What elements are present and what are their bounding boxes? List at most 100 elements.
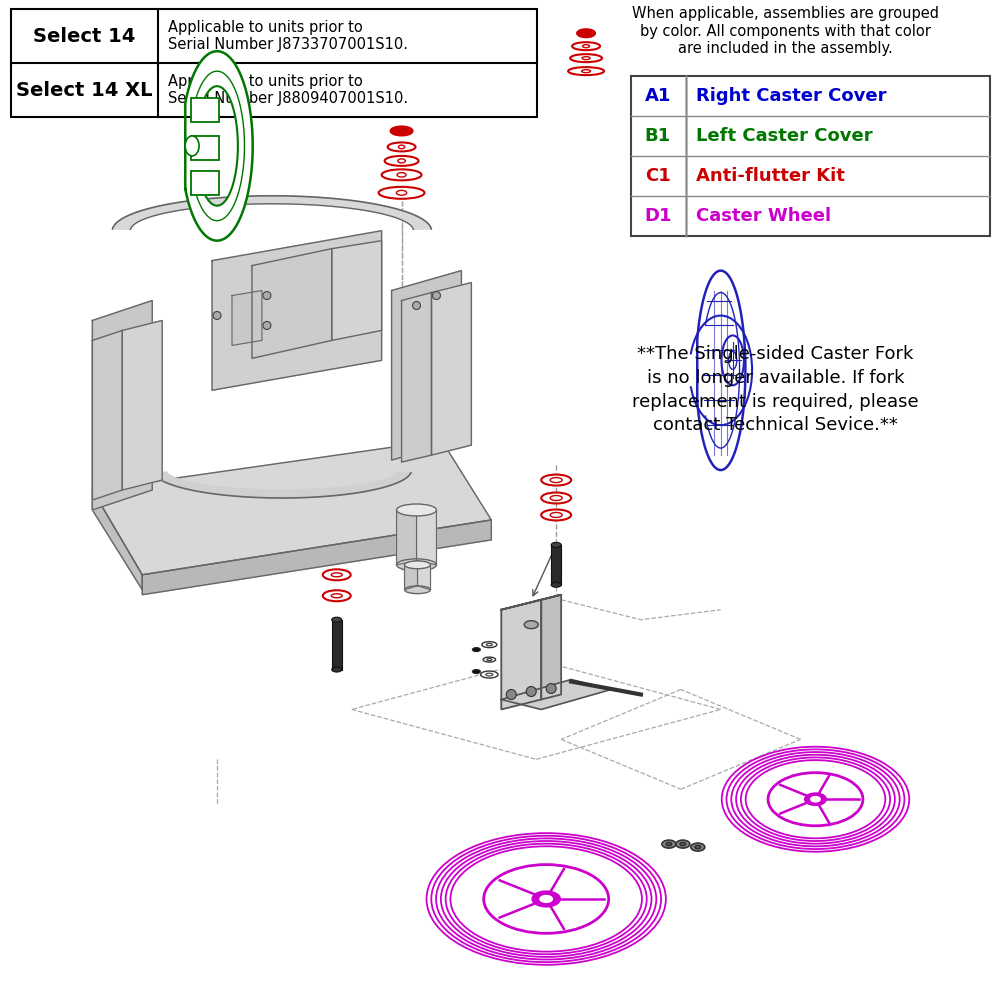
- Ellipse shape: [397, 504, 436, 516]
- Polygon shape: [431, 283, 471, 455]
- Ellipse shape: [481, 671, 498, 678]
- Polygon shape: [142, 520, 491, 595]
- Text: C1: C1: [645, 167, 671, 185]
- Ellipse shape: [398, 145, 405, 149]
- Ellipse shape: [572, 42, 600, 50]
- Ellipse shape: [532, 891, 560, 907]
- Ellipse shape: [487, 659, 492, 661]
- Text: Caster Wheel: Caster Wheel: [696, 207, 831, 225]
- Polygon shape: [501, 595, 561, 610]
- Polygon shape: [418, 561, 430, 590]
- Polygon shape: [122, 320, 162, 490]
- Circle shape: [413, 302, 421, 309]
- Text: B1: B1: [645, 127, 671, 145]
- Ellipse shape: [405, 586, 430, 594]
- Ellipse shape: [332, 667, 342, 672]
- Ellipse shape: [524, 621, 538, 629]
- Polygon shape: [92, 440, 491, 575]
- Bar: [631, 76, 990, 236]
- Ellipse shape: [768, 773, 863, 826]
- Ellipse shape: [396, 190, 407, 195]
- Ellipse shape: [551, 542, 561, 547]
- Ellipse shape: [331, 573, 342, 577]
- Ellipse shape: [680, 842, 686, 846]
- Ellipse shape: [666, 842, 672, 846]
- Polygon shape: [92, 490, 142, 590]
- Polygon shape: [92, 301, 152, 510]
- Circle shape: [213, 311, 221, 319]
- Ellipse shape: [541, 493, 571, 503]
- Ellipse shape: [472, 670, 480, 674]
- Ellipse shape: [379, 187, 425, 199]
- Text: A1: A1: [645, 87, 671, 105]
- Text: Left Caster Cover: Left Caster Cover: [696, 127, 872, 145]
- Ellipse shape: [482, 642, 497, 648]
- Bar: [191, 171, 219, 195]
- Ellipse shape: [550, 478, 562, 483]
- Ellipse shape: [397, 559, 436, 571]
- Text: Right Caster Cover: Right Caster Cover: [696, 87, 886, 105]
- Bar: [191, 98, 219, 122]
- Polygon shape: [501, 600, 541, 709]
- Polygon shape: [332, 241, 382, 340]
- Polygon shape: [501, 680, 611, 709]
- Ellipse shape: [568, 67, 604, 75]
- Text: Select 14 XL: Select 14 XL: [16, 81, 153, 100]
- Polygon shape: [113, 196, 431, 229]
- Circle shape: [526, 687, 536, 696]
- Polygon shape: [232, 291, 262, 345]
- Ellipse shape: [811, 797, 820, 802]
- Ellipse shape: [540, 896, 552, 902]
- Ellipse shape: [550, 496, 562, 500]
- Ellipse shape: [388, 142, 416, 151]
- Ellipse shape: [695, 845, 701, 849]
- Ellipse shape: [483, 657, 496, 662]
- Ellipse shape: [332, 617, 342, 622]
- Ellipse shape: [541, 509, 571, 520]
- Ellipse shape: [331, 594, 342, 598]
- Text: **The Single-sided Caster Fork
is no longer available. If fork
replacement is re: **The Single-sided Caster Fork is no lon…: [632, 345, 919, 434]
- Ellipse shape: [551, 582, 561, 587]
- Ellipse shape: [662, 840, 676, 848]
- Text: When applicable, assemblies are grouped
by color. All components with that color: When applicable, assemblies are grouped …: [632, 6, 939, 56]
- Ellipse shape: [541, 475, 571, 486]
- Polygon shape: [212, 231, 382, 390]
- Circle shape: [263, 292, 271, 300]
- Text: Anti-flutter Kit: Anti-flutter Kit: [696, 167, 845, 185]
- Circle shape: [506, 690, 516, 699]
- Ellipse shape: [582, 70, 591, 73]
- Polygon shape: [402, 293, 431, 462]
- Ellipse shape: [486, 673, 493, 676]
- Ellipse shape: [382, 169, 422, 180]
- Ellipse shape: [570, 54, 602, 62]
- Polygon shape: [392, 271, 461, 460]
- Polygon shape: [397, 506, 417, 565]
- Text: Select 14: Select 14: [33, 27, 136, 46]
- Bar: [551, 545, 561, 585]
- Ellipse shape: [391, 126, 413, 135]
- Ellipse shape: [550, 512, 562, 517]
- Polygon shape: [252, 249, 332, 358]
- Ellipse shape: [582, 57, 590, 60]
- Ellipse shape: [398, 159, 405, 163]
- Text: Applicable to units prior to
Serial Number J8809407001S10.: Applicable to units prior to Serial Numb…: [168, 74, 408, 106]
- Ellipse shape: [676, 840, 690, 848]
- Polygon shape: [92, 330, 122, 500]
- Circle shape: [432, 292, 440, 300]
- Polygon shape: [541, 595, 561, 699]
- Bar: [11, 9, 537, 117]
- Polygon shape: [417, 506, 436, 565]
- Ellipse shape: [484, 865, 609, 933]
- Ellipse shape: [323, 590, 351, 601]
- Bar: [191, 136, 219, 160]
- Ellipse shape: [583, 45, 590, 48]
- Polygon shape: [185, 51, 253, 241]
- Bar: [332, 620, 342, 670]
- Circle shape: [546, 684, 556, 693]
- Polygon shape: [405, 561, 418, 590]
- Ellipse shape: [385, 156, 419, 166]
- Circle shape: [263, 321, 271, 329]
- Ellipse shape: [397, 173, 406, 177]
- Ellipse shape: [405, 561, 430, 569]
- Ellipse shape: [486, 643, 492, 646]
